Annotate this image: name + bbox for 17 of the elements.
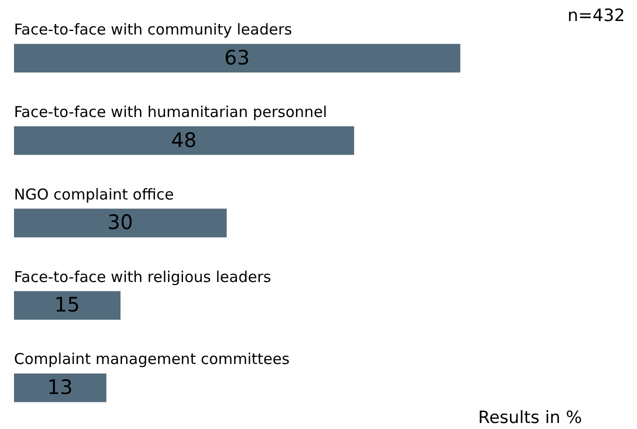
bar <box>14 126 354 155</box>
data-label: 30 <box>107 210 133 234</box>
y-tick-label: NGO complaint office <box>14 185 174 204</box>
data-label: 15 <box>54 292 80 317</box>
bar <box>14 208 227 238</box>
bar <box>14 373 106 402</box>
bar <box>14 291 121 320</box>
data-label: 13 <box>47 375 73 400</box>
y-tick-label: Face-to-face with religious leaders <box>14 268 272 286</box>
text: Results in % <box>478 408 582 428</box>
text: n=432 <box>568 6 625 26</box>
y-tick-label: Face-to-face with community leaders <box>14 20 292 39</box>
y-tick-label: Face-to-face with humanitarian personnel <box>14 102 328 121</box>
y-tick-label: Complaint management committees <box>14 350 290 368</box>
bar <box>14 44 460 73</box>
data-label: 63 <box>224 45 250 70</box>
data-label: 48 <box>171 128 197 152</box>
